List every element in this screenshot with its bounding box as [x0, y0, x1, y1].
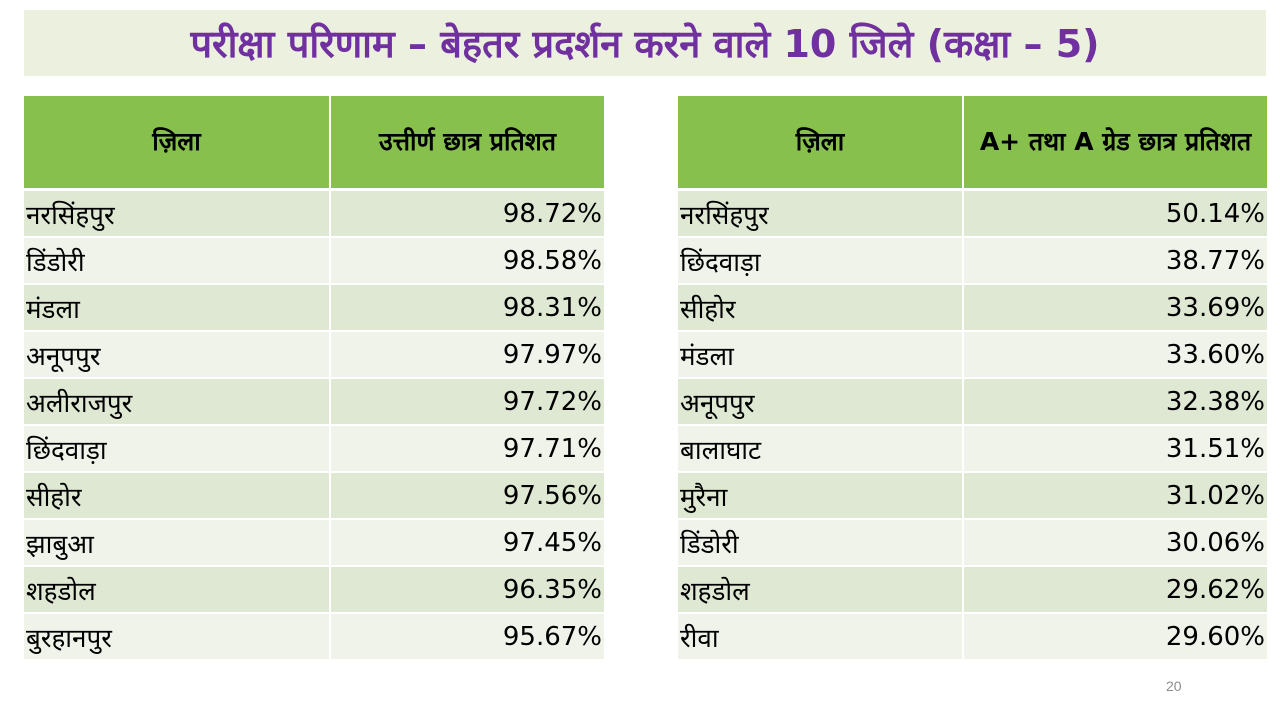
- district-name: मुरैना: [678, 472, 964, 520]
- table-row: छिंदवाड़ा 38.77%: [678, 237, 1267, 285]
- table-row: सीहोर 33.69%: [678, 284, 1267, 332]
- table-row: झाबुआ 97.45%: [24, 519, 604, 567]
- percentage-value: 29.62%: [963, 566, 1267, 614]
- percentage-value: 97.72%: [330, 378, 604, 426]
- table-row: अलीराजपुर 97.72%: [24, 378, 604, 426]
- grade-percentage-table-body: नरसिंहपुर 50.14% छिंदवाड़ा 38.77% सीहोर 33.69…: [678, 189, 1267, 661]
- percentage-value: 50.14%: [963, 189, 1267, 238]
- district-name: नरसिंहपुर: [678, 189, 964, 238]
- table-row: डिंडोरी 30.06%: [678, 519, 1267, 567]
- table-row: बालाघाट 31.51%: [678, 425, 1267, 473]
- percentage-value: 31.02%: [963, 472, 1267, 520]
- pass-percentage-table-body: नरसिंहपुर 98.72% डिंडोरी 98.58% मंडला 98.31% अ…: [24, 189, 604, 661]
- grade-percentage-table: ज़िला A+ तथा A ग्रेड छात्र प्रतिशत नरसिं…: [678, 96, 1267, 661]
- table-header-row: ज़िला उत्तीर्ण छात्र प्रतिशत: [24, 96, 604, 191]
- percentage-value: 97.71%: [330, 425, 604, 473]
- district-name: रीवा: [678, 613, 964, 661]
- pass-percentage-table: ज़िला उत्तीर्ण छात्र प्रतिशत नरसिंहपुर 98…: [24, 96, 604, 661]
- percentage-value: 97.56%: [330, 472, 604, 520]
- percentage-value: 97.45%: [330, 519, 604, 567]
- district-name: सीहोर: [678, 284, 964, 332]
- percentage-value: 32.38%: [963, 378, 1267, 426]
- district-name: सीहोर: [24, 472, 331, 520]
- district-name: मंडला: [24, 284, 331, 332]
- percentage-value: 30.06%: [963, 519, 1267, 567]
- district-name: अनूपपुर: [678, 378, 964, 426]
- district-name: मंडला: [678, 331, 964, 379]
- table-row: मुरैना 31.02%: [678, 472, 1267, 520]
- district-name: अनूपपुर: [24, 331, 331, 379]
- column-header-district: ज़िला: [24, 96, 331, 191]
- page-number: 20: [1166, 678, 1182, 694]
- district-name: शहडोल: [678, 566, 964, 614]
- table-row: छिंदवाड़ा 97.71%: [24, 425, 604, 473]
- percentage-value: 31.51%: [963, 425, 1267, 473]
- percentage-value: 98.72%: [330, 189, 604, 238]
- percentage-value: 33.69%: [963, 284, 1267, 332]
- district-name: छिंदवाड़ा: [24, 425, 331, 473]
- column-header-district: ज़िला: [678, 96, 964, 191]
- percentage-value: 97.97%: [330, 331, 604, 379]
- district-name: डिंडोरी: [24, 237, 331, 285]
- table-row: मंडला 98.31%: [24, 284, 604, 332]
- table-row: डिंडोरी 98.58%: [24, 237, 604, 285]
- district-name: बुरहानपुर: [24, 613, 331, 661]
- table-row: शहडोल 96.35%: [24, 566, 604, 614]
- district-name: छिंदवाड़ा: [678, 237, 964, 285]
- table-row: सीहोर 97.56%: [24, 472, 604, 520]
- table-row: अनूपपुर 32.38%: [678, 378, 1267, 426]
- percentage-value: 38.77%: [963, 237, 1267, 285]
- table-row: नरसिंहपुर 50.14%: [678, 189, 1267, 238]
- column-header-pass-percentage: उत्तीर्ण छात्र प्रतिशत: [330, 96, 604, 191]
- title-bar: परीक्षा परिणाम – बेहतर प्रदर्शन करने वाल…: [24, 10, 1266, 76]
- percentage-value: 29.60%: [963, 613, 1267, 661]
- table-row: अनूपपुर 97.97%: [24, 331, 604, 379]
- district-name: झाबुआ: [24, 519, 331, 567]
- table-row: रीवा 29.60%: [678, 613, 1267, 661]
- page-title: परीक्षा परिणाम – बेहतर प्रदर्शन करने वाल…: [190, 22, 1100, 66]
- district-name: बालाघाट: [678, 425, 964, 473]
- district-name: अलीराजपुर: [24, 378, 331, 426]
- column-header-grade-percentage: A+ तथा A ग्रेड छात्र प्रतिशत: [963, 96, 1267, 191]
- table-header-row: ज़िला A+ तथा A ग्रेड छात्र प्रतिशत: [678, 96, 1267, 191]
- percentage-value: 98.58%: [330, 237, 604, 285]
- table-row: नरसिंहपुर 98.72%: [24, 189, 604, 238]
- percentage-value: 95.67%: [330, 613, 604, 661]
- table-row: शहडोल 29.62%: [678, 566, 1267, 614]
- table-row: मंडला 33.60%: [678, 331, 1267, 379]
- percentage-value: 33.60%: [963, 331, 1267, 379]
- district-name: डिंडोरी: [678, 519, 964, 567]
- percentage-value: 98.31%: [330, 284, 604, 332]
- percentage-value: 96.35%: [330, 566, 604, 614]
- district-name: शहडोल: [24, 566, 331, 614]
- table-row: बुरहानपुर 95.67%: [24, 613, 604, 661]
- district-name: नरसिंहपुर: [24, 189, 331, 238]
